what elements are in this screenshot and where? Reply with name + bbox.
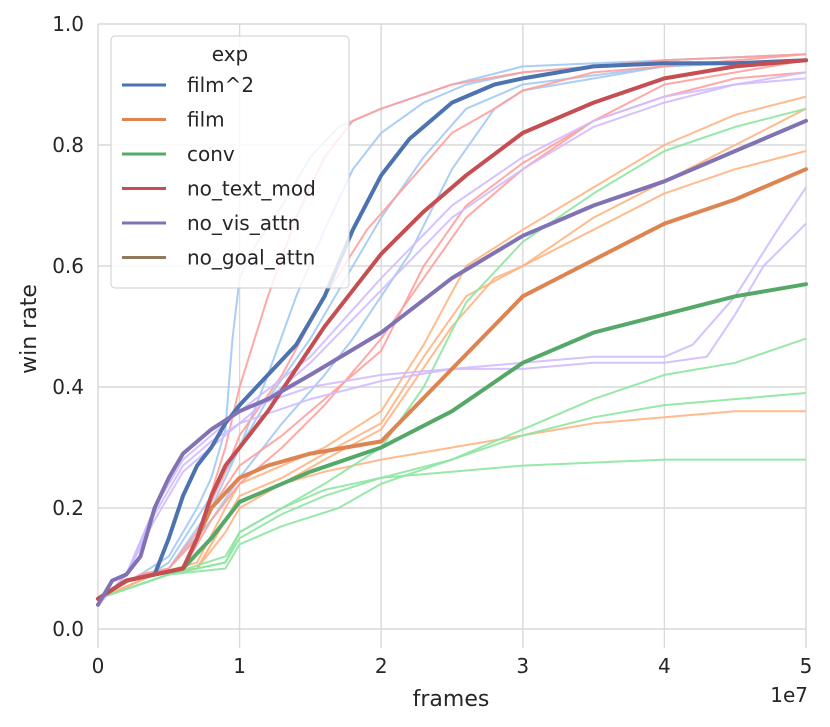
legend-label-no-vis-attn: no_vis_attn: [187, 211, 300, 235]
x-tick-label: 0: [92, 654, 105, 678]
x-offset-label: 1e7: [770, 683, 808, 707]
y-tick-label: 0.2: [52, 496, 84, 520]
legend: exp film^2 film conv no_text_mod no_vis_attn…: [110, 35, 350, 289]
y-tick-label: 0.8: [52, 133, 84, 157]
y-tick-label: 0.0: [52, 617, 84, 641]
legend-box: [110, 35, 350, 289]
y-tick-label: 0.6: [52, 254, 84, 278]
x-axis-label: frames: [413, 687, 490, 712]
legend-label-film: film: [187, 108, 225, 132]
legend-label-film-2: film^2: [187, 73, 254, 97]
run-line-conv: [97, 337, 807, 600]
run-line-no-vis-attn: [97, 77, 807, 606]
x-tick-label: 1: [233, 654, 246, 678]
run-line-conv: [97, 458, 806, 600]
run-line-film: [97, 150, 807, 600]
mean-lines: [96, 58, 808, 607]
x-tick-label: 2: [375, 654, 388, 678]
y-tick-labels: 0.0 0.2 0.4 0.6 0.8 1.0: [52, 12, 84, 641]
legend-label-no-goal-attn: no_goal_attn: [187, 246, 315, 270]
mean-line-no-text-mod: [96, 58, 808, 601]
mean-line-film-2: [96, 58, 808, 601]
y-axis-label: win rate: [17, 284, 42, 374]
x-tick-label: 3: [516, 654, 529, 678]
legend-label-conv: conv: [187, 142, 235, 166]
run-line-no-vis-attn: [97, 186, 807, 606]
legend-label-no-text-mod: no_text_mod: [187, 177, 316, 201]
y-tick-label: 0.4: [52, 375, 84, 399]
run-line-film-2: [97, 59, 807, 600]
y-tick-label: 1.0: [52, 12, 84, 36]
mean-line-no-vis-attn: [96, 118, 808, 607]
x-tick-label: 4: [658, 654, 671, 678]
x-tick-label: 5: [800, 654, 813, 678]
x-tick-labels: 0 1 2 3 4 5: [92, 654, 813, 678]
run-line-film: [97, 107, 807, 600]
legend-title: exp: [212, 42, 248, 66]
